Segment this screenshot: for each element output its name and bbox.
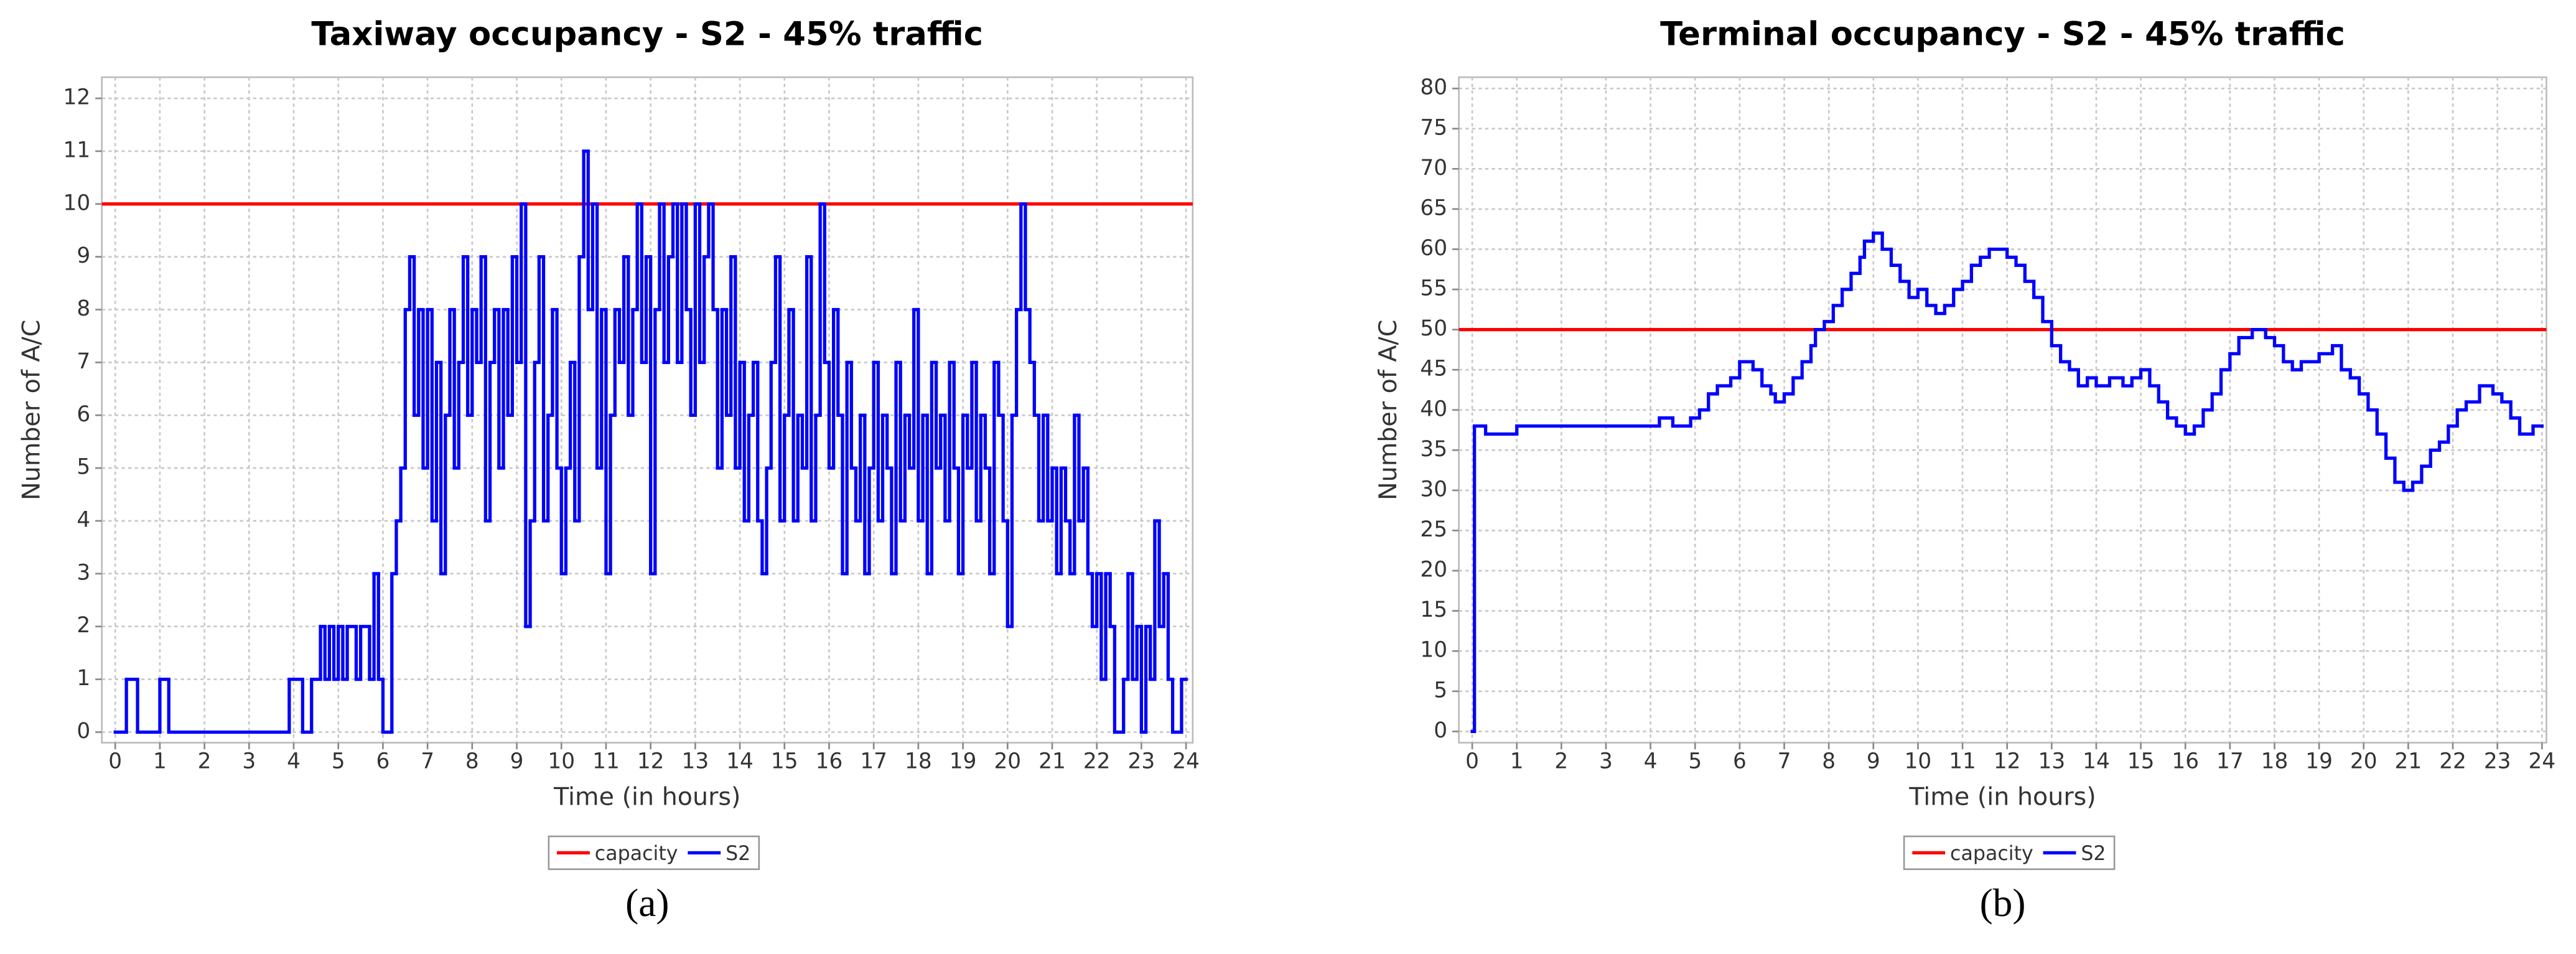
x-tick-label: 8 xyxy=(1822,749,1836,774)
y-tick-label: 5 xyxy=(1434,678,1447,703)
x-tick-label: 2 xyxy=(1554,749,1568,774)
y-tick-label: 60 xyxy=(1420,236,1447,261)
chart-title: Taxiway occupancy - S2 - 45% traffic xyxy=(311,16,983,54)
x-tick-label: 6 xyxy=(1733,749,1747,774)
x-axis-label: Time (in hours) xyxy=(553,783,740,811)
caption: (b) xyxy=(1980,881,2026,925)
y-tick-label: 1 xyxy=(77,666,90,691)
x-tick-label: 0 xyxy=(108,749,122,774)
x-tick-label: 23 xyxy=(1128,749,1155,774)
x-tick-label: 15 xyxy=(2127,749,2155,774)
x-tick-label: 4 xyxy=(1644,749,1658,774)
y-tick-label: 30 xyxy=(1420,477,1447,502)
x-tick-label: 11 xyxy=(1949,749,1976,774)
x-tick-label: 15 xyxy=(771,749,798,774)
x-tick-label: 9 xyxy=(1867,749,1880,774)
y-tick-label: 6 xyxy=(77,402,90,427)
x-tick-label: 11 xyxy=(592,749,620,774)
y-tick-label: 40 xyxy=(1420,396,1447,421)
x-tick-label: 23 xyxy=(2484,749,2511,774)
step-riser xyxy=(1473,233,2535,732)
x-tick-label: 0 xyxy=(1465,749,1479,774)
y-tick-label: 55 xyxy=(1420,276,1447,301)
y-tick-label: 70 xyxy=(1420,156,1447,180)
x-tick-label: 18 xyxy=(2261,749,2289,774)
y-tick-label: 20 xyxy=(1420,558,1447,582)
legend-label: capacity xyxy=(595,843,678,865)
chart-title: Terminal occupancy - S2 - 45% traffic xyxy=(1660,16,2345,54)
x-tick-label: 17 xyxy=(860,749,887,774)
y-tick-label: 11 xyxy=(63,138,91,162)
y-tick-label: 45 xyxy=(1420,357,1447,381)
x-tick-label: 14 xyxy=(2083,749,2110,774)
x-tick-label: 20 xyxy=(2350,749,2378,774)
y-axis-label: Number of A/C xyxy=(17,320,45,500)
y-tick-label: 10 xyxy=(63,190,91,215)
x-tick-label: 9 xyxy=(510,749,524,774)
x-tick-label: 20 xyxy=(994,749,1021,774)
y-tick-label: 8 xyxy=(77,296,90,321)
x-tick-label: 22 xyxy=(2439,749,2466,774)
caption: (a) xyxy=(625,881,669,925)
x-tick-label: 22 xyxy=(1083,749,1111,774)
y-tick-label: 15 xyxy=(1420,597,1447,622)
plot-area xyxy=(1458,76,2547,744)
y-tick-label: 75 xyxy=(1420,115,1447,140)
x-tick-label: 17 xyxy=(2216,749,2244,774)
x-tick-label: 7 xyxy=(421,749,434,774)
plot-area xyxy=(101,76,1194,744)
x-tick-label: 24 xyxy=(2528,749,2555,774)
x-tick-label: 12 xyxy=(1994,749,2021,774)
x-tick-label: 7 xyxy=(1778,749,1791,774)
y-tick-label: 25 xyxy=(1420,517,1447,542)
x-tick-label: 18 xyxy=(905,749,932,774)
y-tick-label: 4 xyxy=(77,507,90,532)
x-tick-label: 21 xyxy=(1038,749,1066,774)
x-tick-label: 16 xyxy=(2172,749,2199,774)
y-axis-label: Number of A/C xyxy=(1374,320,1402,500)
x-tick-label: 16 xyxy=(816,749,843,774)
x-tick-label: 24 xyxy=(1172,749,1200,774)
x-tick-label: 14 xyxy=(726,749,754,774)
y-tick-label: 12 xyxy=(63,85,91,110)
legend-label: S2 xyxy=(2081,843,2106,865)
y-tick-label: 7 xyxy=(77,349,90,374)
x-tick-label: 1 xyxy=(1510,749,1524,774)
y-tick-label: 3 xyxy=(77,560,90,585)
x-tick-label: 3 xyxy=(242,749,256,774)
y-tick-label: 50 xyxy=(1420,316,1447,341)
y-tick-label: 5 xyxy=(77,455,90,480)
step-riser xyxy=(124,151,1183,732)
legend-label: capacity xyxy=(1950,843,2033,865)
x-tick-label: 10 xyxy=(1905,749,1932,774)
y-tick-label: 9 xyxy=(77,243,90,268)
x-tick-label: 5 xyxy=(332,749,345,774)
x-tick-label: 4 xyxy=(287,749,301,774)
x-tick-label: 1 xyxy=(153,749,167,774)
x-tick-label: 19 xyxy=(2305,749,2333,774)
y-tick-label: 0 xyxy=(77,719,90,744)
x-axis-label: Time (in hours) xyxy=(1908,783,2096,811)
x-tick-label: 21 xyxy=(2395,749,2422,774)
x-tick-label: 8 xyxy=(465,749,479,774)
y-tick-label: 65 xyxy=(1420,195,1447,220)
x-tick-label: 19 xyxy=(950,749,977,774)
x-tick-label: 2 xyxy=(198,749,212,774)
x-tick-label: 12 xyxy=(637,749,665,774)
y-tick-label: 80 xyxy=(1420,75,1447,100)
y-tick-label: 35 xyxy=(1420,437,1447,462)
y-tick-label: 10 xyxy=(1420,638,1447,663)
x-tick-label: 5 xyxy=(1688,749,1702,774)
legend-label: S2 xyxy=(726,843,750,865)
x-tick-label: 10 xyxy=(548,749,575,774)
x-tick-label: 3 xyxy=(1599,749,1613,774)
x-tick-label: 6 xyxy=(376,749,390,774)
y-tick-label: 0 xyxy=(1434,718,1447,743)
x-tick-label: 13 xyxy=(682,749,709,774)
x-tick-label: 13 xyxy=(2038,749,2065,774)
y-tick-label: 2 xyxy=(77,613,90,638)
